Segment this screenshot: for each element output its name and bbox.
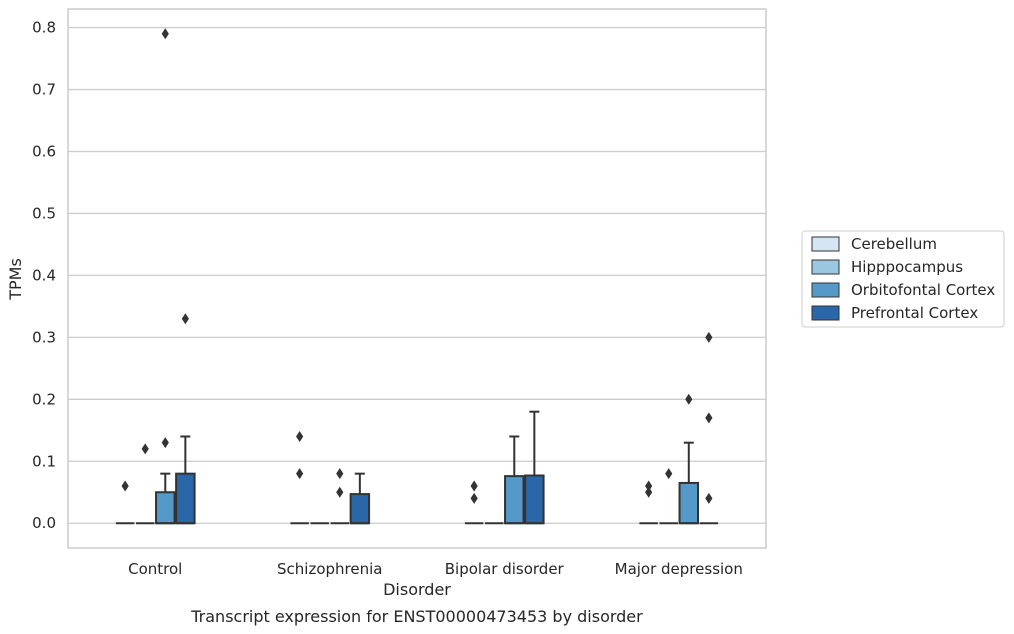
outlier-point: [685, 393, 693, 405]
legend-frame: [801, 230, 1005, 328]
box-cerebellum: [115, 480, 135, 525]
outlier-point: [705, 412, 713, 424]
box-prefrontal-cortex: [349, 472, 371, 525]
legend-label: Cerebellum: [851, 235, 937, 253]
y-tick-label: 0.5: [32, 204, 56, 222]
outlier-point: [181, 313, 189, 325]
box-hipppocampus: [659, 468, 678, 525]
legend-swatch: [811, 282, 840, 298]
outlier-point: [161, 28, 169, 40]
plot-area-frame: [67, 8, 767, 549]
box-cerebellum: [464, 480, 484, 525]
x-tick-label: Control: [128, 560, 182, 578]
y-tick-label: 0.0: [32, 514, 56, 532]
legend-swatch: [811, 305, 840, 321]
x-tick-label: Bipolar disorder: [445, 560, 565, 578]
box-hipppocampus: [135, 443, 155, 525]
x-tick-label: Major depression: [615, 560, 743, 578]
outlier-point: [141, 443, 149, 455]
y-axis-label: TPMs: [6, 258, 25, 301]
legend-label: Orbitofontal Cortex: [851, 281, 995, 299]
y-tick-label: 0.1: [32, 452, 56, 470]
y-tick-label: 0.3: [32, 328, 56, 346]
box-orbitofontal-cortex: [678, 393, 700, 525]
box-body: [349, 493, 371, 525]
x-tick-label: Schizophrenia: [277, 560, 382, 578]
outlier-point: [296, 430, 304, 442]
outlier-point: [336, 486, 344, 498]
box-prefrontal-cortex: [175, 313, 196, 525]
box-body: [175, 472, 196, 525]
chart-caption: Transcript expression for ENST0000047345…: [190, 607, 643, 626]
y-tick-label: 0.4: [32, 266, 56, 284]
outlier-point: [645, 480, 653, 492]
box-body: [678, 481, 700, 525]
legend-label: Hipppocampus: [851, 258, 963, 276]
outlier-point: [121, 480, 129, 492]
box-cerebellum: [639, 480, 658, 525]
box-body: [504, 475, 525, 525]
outlier-point: [336, 468, 344, 480]
box-prefrontal-cortex: [524, 410, 545, 525]
box-prefrontal-cortex: [699, 331, 719, 525]
outlier-point: [645, 486, 653, 498]
box-orbitofontal-cortex: [330, 468, 350, 525]
box-orbitofontal-cortex: [155, 28, 176, 525]
y-tick-label: 0.2: [32, 390, 56, 408]
legend-swatch: [811, 236, 840, 252]
box-body: [155, 491, 176, 525]
legend-label: Prefrontal Cortex: [851, 304, 978, 322]
y-tick-label: 0.7: [32, 81, 56, 99]
legend-swatch: [811, 259, 840, 275]
y-tick-labels: 0.0 0.1 0.2 0.3 0.4 0.5 0.6 0.7 0.8: [32, 19, 56, 533]
y-tick-label: 0.8: [32, 19, 56, 37]
outlier-point: [705, 331, 713, 343]
box-body: [524, 474, 545, 525]
box-groups: [115, 28, 719, 525]
outlier-point: [470, 480, 478, 492]
y-tick-label: 0.6: [32, 142, 56, 160]
outlier-point: [665, 468, 673, 480]
outlier-point: [705, 492, 713, 504]
box-orbitofontal-cortex: [504, 435, 525, 525]
x-tick-labels: Control Schizophrenia Bipolar disorder Majo…: [128, 560, 743, 578]
box-cerebellum: [290, 430, 309, 525]
outlier-point: [296, 468, 304, 480]
outlier-point: [161, 437, 169, 449]
outlier-point: [470, 492, 478, 504]
legend: Cerebellum Hipppocampus Orbitofontal Corte…: [801, 230, 1005, 328]
x-axis-label: Disorder: [383, 580, 451, 599]
